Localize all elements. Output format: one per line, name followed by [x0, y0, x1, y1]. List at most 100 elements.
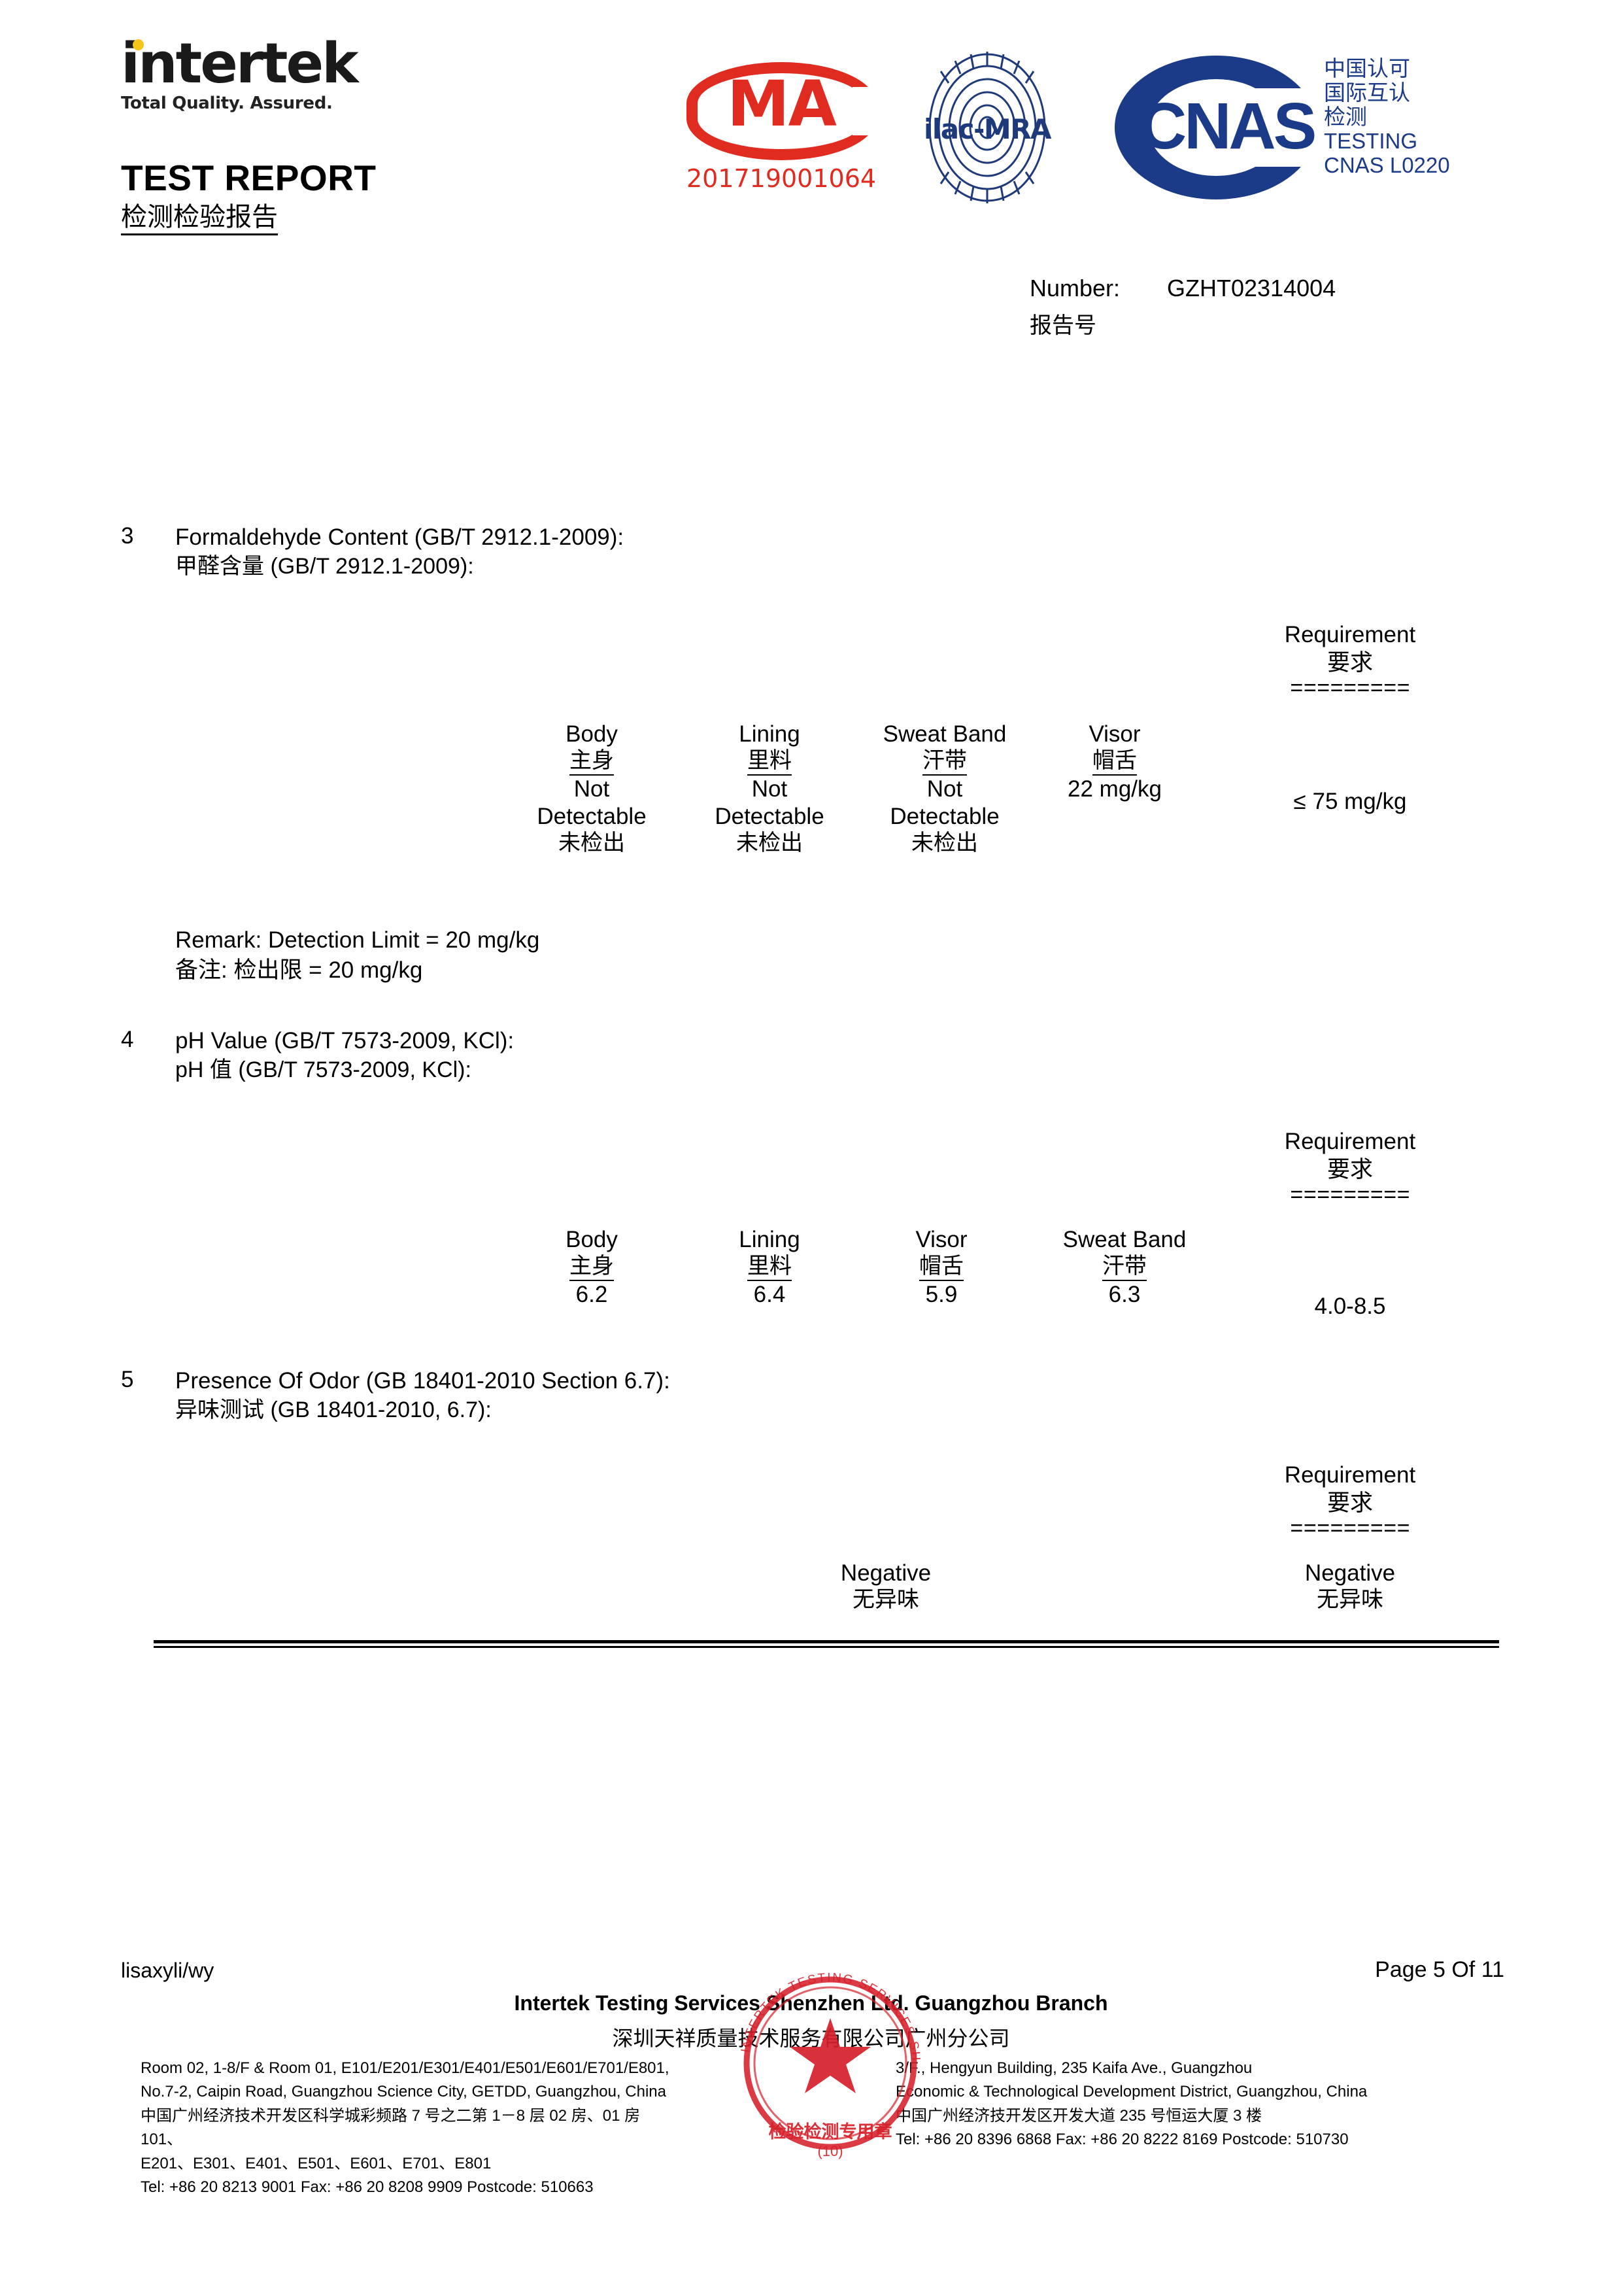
section-3-requirement-label-en: Requirement [1284, 622, 1416, 647]
section-3-col-sweatband-en: Sweat Band [883, 721, 1007, 747]
section-5-requirement-label-en: Requirement [1284, 1462, 1416, 1488]
ilac-mra-text: ilac-MRA [923, 113, 1052, 145]
section-5-result-en: Negative [840, 1560, 932, 1586]
section-3-remark: Remark: Detection Limit = 20 mg/kg 备注: 检… [175, 925, 539, 985]
section-3-col-lining: Lining 里料 Not Detectable 未检出 [694, 721, 845, 856]
footer-address-left: Room 02, 1-8/F & Room 01, E101/E201/E301… [141, 2057, 912, 2200]
section-5-requirement-value-en: Negative [1304, 1560, 1396, 1586]
report-number-value: GZHT02314004 [1167, 275, 1336, 301]
section-3-col-body-en: Body [566, 721, 618, 747]
section-4-title-en: pH Value (GB/T 7573-2009, KCl): [175, 1028, 515, 1054]
page-number: Page 5 Of 11 [1375, 1957, 1504, 1982]
section-3-val-visor-en: 22 mg/kg [1068, 776, 1162, 802]
section-5-title-en: Presence Of Odor (GB 18401-2010 Section … [175, 1368, 670, 1394]
section-3-heading: Formaldehyde Content (GB/T 2912.1-2009):… [175, 523, 624, 581]
section-4-requirement-label-cn: 要求 [1326, 1156, 1373, 1182]
section-3-title-cn: 甲醛含量 (GB/T 2912.1-2009): [175, 553, 474, 579]
section-3-requirement-label-cn: 要求 [1326, 649, 1373, 676]
section-5-requirement-rule: ========= [1290, 1518, 1410, 1543]
cnas-mark-icon: CNAS [1115, 56, 1317, 199]
section-4-requirement-value: 4.0-8.5 [1314, 1294, 1386, 1319]
accreditation-logos: MA 201719001064 [683, 49, 1507, 209]
brand-dot-icon [133, 39, 144, 50]
footer-address-left-line: E201、E301、E401、E501、E601、E701、E801 [141, 2154, 492, 2172]
section-3-col-visor-cn: 帽舌 [1092, 747, 1137, 776]
cnas-line3: 检测 [1324, 104, 1367, 129]
section-4-val-lining: 6.4 [753, 1282, 786, 1308]
cma-letters: MA [727, 67, 837, 141]
section-4-val-visor: 5.9 [925, 1282, 958, 1308]
cnas-logo: CNAS 中国认可 国际互认 检测 TESTING CNAS L0220 [1115, 56, 1500, 206]
ilac-fingerprint-icon [928, 52, 1046, 203]
section-3-col-lining-cn: 里料 [747, 747, 792, 776]
report-number-row: Number: GZHT02314004 [1030, 275, 1336, 302]
section-4-col-body-cn: 主身 [569, 1253, 614, 1282]
section-3-val-lining-cn: 未检出 [736, 831, 803, 855]
footer-address-right: 3/F., Hengyun Building, 235 Kaifa Ave., … [896, 2057, 1549, 2152]
section-3-col-sweatband: Sweat Band 汗带 Not Detectable 未检出 [863, 721, 1026, 856]
section-3-title-en: Formaldehyde Content (GB/T 2912.1-2009): [175, 524, 624, 550]
cnas-letters: CNAS [1140, 90, 1317, 163]
footer-address-left-line: No.7-2, Caipin Road, Guangzhou Science C… [141, 2083, 666, 2101]
cnas-line2: 国际互认 [1324, 80, 1410, 105]
section-3-number: 3 [121, 523, 134, 549]
report-number-label: Number: [1030, 275, 1121, 301]
section-3-val-lining-en: Not Detectable [715, 776, 824, 829]
footer-address-left-line: 中国广州经济技术开发区科学城彩频路 7 号之二第 1－8 层 02 房、01 房 [141, 2106, 641, 2125]
section-4-col-lining: Lining 里料 6.4 [694, 1226, 845, 1309]
section-4-col-sweatband-en: Sweat Band [1062, 1227, 1187, 1252]
cma-number: 201719001064 [686, 164, 877, 193]
section-3-remark-cn: 备注: 检出限 = 20 mg/kg [175, 957, 423, 983]
section-5-number: 5 [121, 1367, 134, 1392]
section-3-col-sweatband-cn: 汗带 [922, 747, 967, 776]
brand-tagline: Total Quality. Assured. [121, 93, 333, 113]
section-3-col-body: Body 主身 Not Detectable 未检出 [516, 721, 667, 856]
footer-operator: lisaxyli/wy [121, 1959, 214, 1982]
section-3-col-visor-en: Visor [1089, 721, 1141, 747]
section-3-requirement-header: Requirement 要求 ========= [1245, 621, 1455, 704]
section-3-val-body-cn: 未检出 [558, 831, 625, 855]
footer-address-right-line: Tel: +86 20 8396 6868 Fax: +86 20 8222 8… [896, 2131, 1349, 2149]
section-5-result-cn: 无异味 [853, 1587, 919, 1613]
section-3-requirement-value: ≤ 75 mg/kg [1293, 789, 1407, 814]
section-4-col-sweatband-cn: 汗带 [1102, 1253, 1147, 1282]
section-4-requirement-header: Requirement 要求 ========= [1245, 1128, 1455, 1211]
cma-logo: MA 201719001064 [683, 62, 879, 193]
section-3-col-body-cn: 主身 [569, 747, 614, 776]
footer-company-en: Intertek Testing Services Shenzhen Ltd. … [514, 1991, 1108, 2015]
results-bottom-divider [154, 1640, 1499, 1648]
cnas-line5: CNAS L0220 [1324, 152, 1450, 177]
section-4-requirement-rule: ========= [1290, 1184, 1410, 1210]
footer-address-right-line: Economic & Technological Development Dis… [896, 2083, 1368, 2101]
footer-address-left-line: 101、 [141, 2131, 183, 2149]
section-4-title-cn: pH 值 (GB/T 7573-2009, KCl): [175, 1057, 471, 1082]
section-5-heading: Presence Of Odor (GB 18401-2010 Section … [175, 1367, 670, 1424]
section-4-col-sweatband: Sweat Band 汗带 6.3 [1043, 1226, 1206, 1309]
brand-wordmark: intertek [121, 36, 359, 92]
section-4-col-body: Body 主身 6.2 [516, 1226, 667, 1309]
ilac-mra-logo: ilac-MRA [899, 49, 1075, 206]
section-4-val-sweatband: 6.3 [1108, 1282, 1141, 1308]
intertek-logo: intertek Total Quality. Assured. [121, 36, 487, 113]
footer-company-cn: 深圳天祥质量技术服务有限公司广州分公司 [612, 2027, 1010, 2050]
cnas-line1: 中国认可 [1324, 56, 1410, 80]
section-3-val-sweatband-cn: 未检出 [911, 831, 978, 855]
footer-address-left-line: Tel: +86 20 8213 9001 Fax: +86 20 8208 9… [141, 2178, 594, 2197]
section-4-col-visor-en: Visor [915, 1227, 968, 1252]
section-5-title-cn: 异味测试 (GB 18401-2010, 6.7): [175, 1397, 492, 1422]
cnas-line4: TESTING [1324, 128, 1418, 153]
cma-mark-icon: MA [686, 62, 879, 160]
section-3-requirement-rule: ========= [1290, 677, 1410, 703]
section-3-val-body-en: Not Detectable [537, 776, 647, 829]
section-4-col-lining-en: Lining [739, 1227, 800, 1252]
section-4-heading: pH Value (GB/T 7573-2009, KCl): pH 值 (GB… [175, 1027, 514, 1084]
footer-address-right-line: 3/F., Hengyun Building, 235 Kaifa Ave., … [896, 2059, 1253, 2077]
section-3-val-sweatband-en: Not Detectable [890, 776, 1000, 829]
section-4-col-visor: Visor 帽舌 5.9 [873, 1226, 1010, 1309]
section-5-requirement-label-cn: 要求 [1326, 1490, 1373, 1516]
section-3-col-lining-en: Lining [739, 721, 800, 747]
section-4-col-visor-cn: 帽舌 [919, 1253, 964, 1282]
section-4-number: 4 [121, 1027, 134, 1052]
section-4-requirement-label-en: Requirement [1284, 1129, 1416, 1154]
